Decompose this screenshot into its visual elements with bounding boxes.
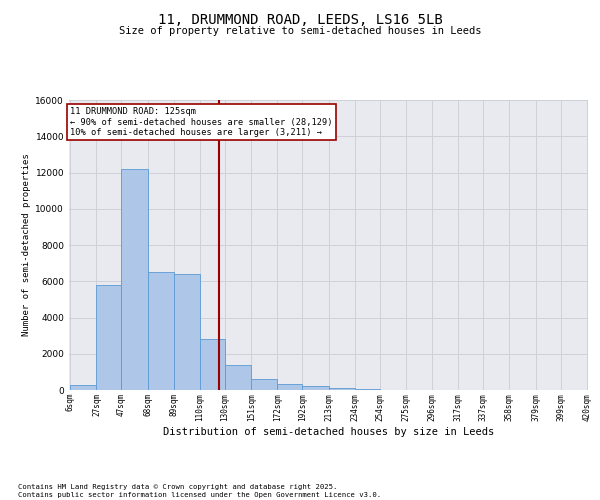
- Bar: [200, 339, 225, 390]
- Text: Contains HM Land Registry data © Crown copyright and database right 2025.
Contai: Contains HM Land Registry data © Crown c…: [18, 484, 381, 498]
- X-axis label: Distribution of semi-detached houses by size in Leeds: Distribution of semi-detached houses by …: [163, 428, 494, 438]
- Bar: [70, 384, 97, 390]
- Bar: [251, 379, 277, 390]
- Bar: [174, 274, 200, 390]
- Bar: [97, 285, 121, 390]
- Bar: [121, 169, 148, 390]
- Bar: [225, 364, 251, 390]
- Text: 11 DRUMMOND ROAD: 125sqm
← 90% of semi-detached houses are smaller (28,129)
10% : 11 DRUMMOND ROAD: 125sqm ← 90% of semi-d…: [70, 108, 333, 137]
- Bar: [148, 272, 174, 390]
- Bar: [302, 386, 329, 390]
- Bar: [277, 384, 302, 390]
- Bar: [329, 388, 355, 390]
- Text: Size of property relative to semi-detached houses in Leeds: Size of property relative to semi-detach…: [119, 26, 481, 36]
- Text: 11, DRUMMOND ROAD, LEEDS, LS16 5LB: 11, DRUMMOND ROAD, LEEDS, LS16 5LB: [158, 12, 442, 26]
- Y-axis label: Number of semi-detached properties: Number of semi-detached properties: [22, 154, 31, 336]
- Bar: [355, 389, 380, 390]
